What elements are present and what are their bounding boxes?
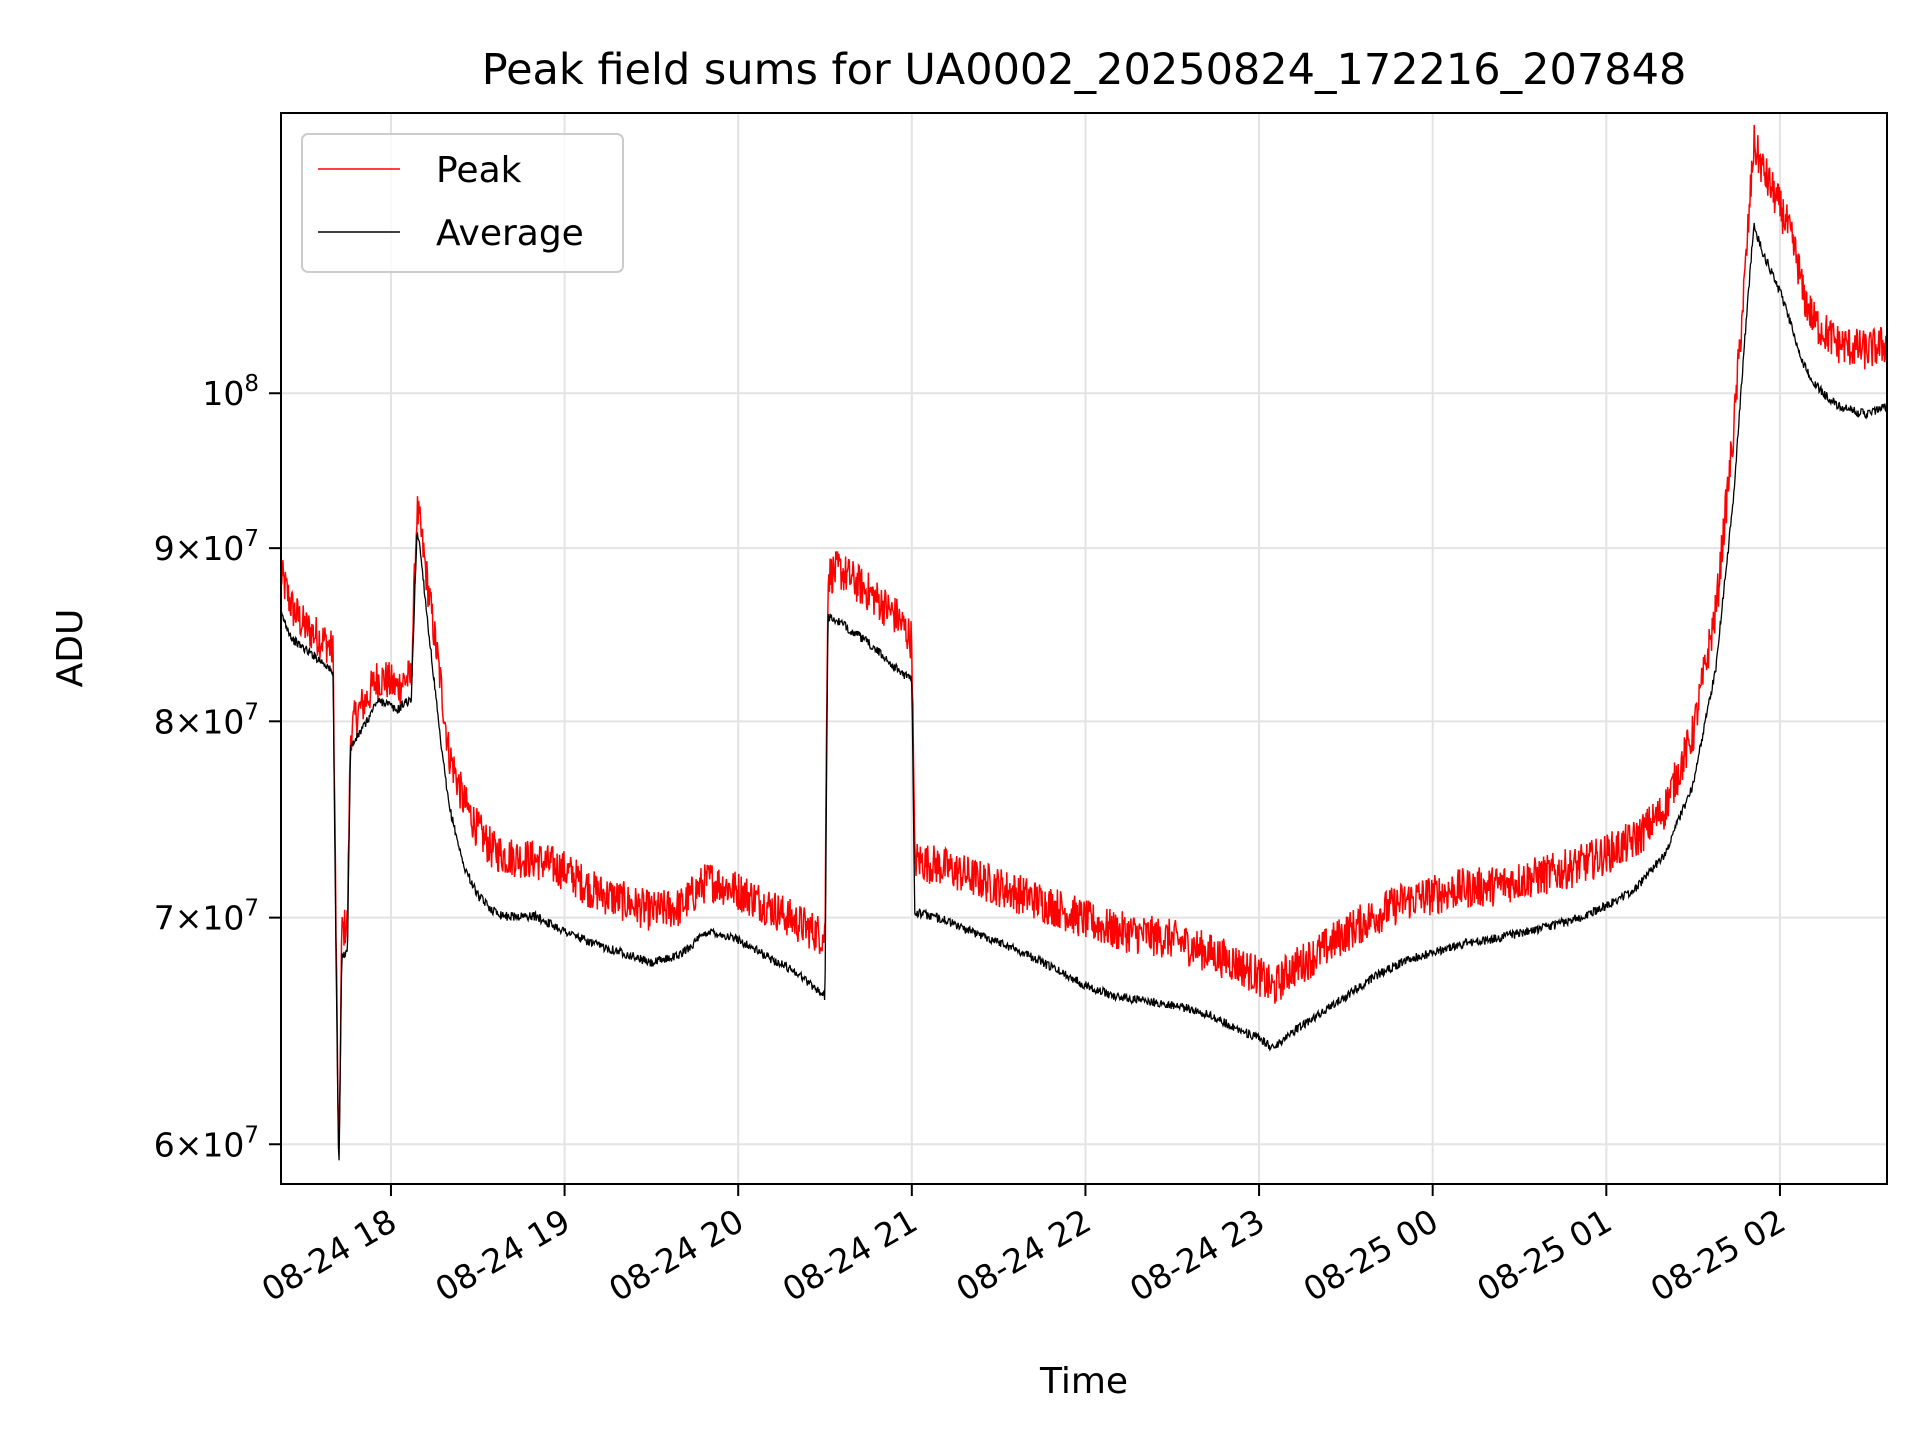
- series-line-average: [281, 222, 1887, 1161]
- y-axis: 6×107 7×107 8×107 9×107 108: [154, 371, 281, 1164]
- y-axis-label: ADU: [50, 609, 91, 688]
- y-tick-label: 7×107: [154, 896, 259, 938]
- y-tick-label: 8×107: [154, 699, 259, 741]
- y-tick-label: 108: [202, 371, 259, 413]
- grid: [281, 113, 1887, 1184]
- y-tick-label: 6×107: [154, 1122, 259, 1164]
- chart-title: Peak field sums for UA0002_20250824_1722…: [482, 45, 1687, 95]
- y-tick-label: 9×107: [154, 526, 259, 568]
- series-lines: [281, 124, 1887, 1161]
- legend-label-peak: Peak: [436, 150, 522, 191]
- legend: Peak Average: [301, 133, 624, 273]
- legend-label-average: Average: [436, 213, 584, 254]
- x-axis-label: Time: [1039, 1361, 1128, 1402]
- plot-frame: [280, 112, 1888, 1185]
- series-line-peak: [281, 124, 1887, 1139]
